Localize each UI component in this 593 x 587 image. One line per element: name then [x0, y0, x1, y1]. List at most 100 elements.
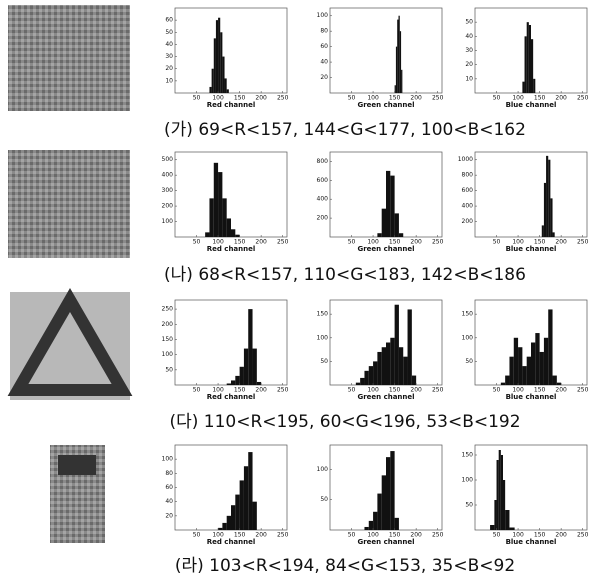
- bar: [218, 17, 221, 93]
- y-tick-label: 40: [165, 41, 173, 48]
- x-tick-label: 200: [555, 387, 567, 394]
- y-tick-label: 20: [465, 61, 473, 68]
- y-tick-label: 400: [462, 203, 474, 210]
- x-tick-label: 150: [534, 239, 546, 246]
- bar: [546, 155, 549, 237]
- bar: [397, 19, 399, 93]
- bar: [528, 25, 531, 93]
- bar: [505, 510, 510, 530]
- bar: [548, 159, 551, 237]
- y-tick-label: 400: [317, 196, 329, 203]
- x-tick-label: 200: [255, 239, 267, 246]
- y-tick-label: 150: [462, 452, 474, 459]
- bar: [381, 347, 386, 385]
- x-tick-label: 50: [348, 532, 356, 539]
- bar: [222, 56, 225, 93]
- y-tick-label: 50: [165, 29, 173, 36]
- y-tick-label: 600: [462, 187, 474, 194]
- y-tick-label: 10: [465, 75, 473, 82]
- bar: [218, 527, 223, 530]
- x-tick-label: 50: [348, 239, 356, 246]
- y-tick-label: 200: [162, 203, 174, 210]
- bar: [403, 356, 408, 385]
- caption: (가) 69<R<157, 144<G<177, 100<B<162: [164, 120, 526, 140]
- x-tick-label: 200: [555, 532, 567, 539]
- bar: [381, 208, 386, 237]
- bar: [394, 517, 399, 530]
- x-tick-label: 50: [348, 387, 356, 394]
- bar: [541, 225, 544, 237]
- bar: [213, 162, 219, 237]
- thumbnail: [8, 5, 130, 111]
- x-tick-label: 100: [212, 387, 224, 394]
- y-tick-label: 30: [165, 53, 173, 60]
- bar: [381, 475, 386, 530]
- bar: [386, 457, 391, 530]
- x-tick-label: 50: [348, 95, 356, 102]
- plot-frame: [329, 7, 443, 94]
- bar: [548, 309, 553, 385]
- x-tick-label: 50: [193, 387, 201, 394]
- y-tick-label: 250: [162, 306, 174, 313]
- caption: (나) 68<R<157, 110<G<183, 142<B<186: [164, 265, 526, 285]
- x-axis-label: Blue channel: [506, 245, 557, 253]
- bar: [235, 234, 240, 237]
- plot-frame: [174, 299, 288, 386]
- y-tick-label: 100: [162, 218, 174, 225]
- bar: [522, 81, 525, 93]
- x-tick-label: 250: [277, 387, 289, 394]
- bar: [231, 380, 236, 385]
- bar: [550, 198, 553, 237]
- bar: [226, 218, 231, 237]
- x-tick-label: 150: [534, 387, 546, 394]
- x-axis-label: Blue channel: [506, 538, 557, 546]
- x-axis-label: Red channel: [207, 101, 256, 109]
- bar: [500, 455, 503, 530]
- y-tick-label: 30: [465, 47, 473, 54]
- x-axis-label: Red channel: [207, 245, 256, 253]
- y-tick-label: 60: [320, 43, 328, 50]
- x-tick-label: 100: [512, 387, 524, 394]
- bar: [360, 377, 365, 385]
- y-tick-label: 200: [462, 218, 474, 225]
- bar: [494, 500, 497, 530]
- x-tick-label: 250: [277, 532, 289, 539]
- x-tick-label: 50: [493, 387, 501, 394]
- x-tick-label: 100: [512, 532, 524, 539]
- x-tick-label: 100: [367, 239, 379, 246]
- bar: [248, 309, 253, 385]
- bar: [252, 501, 257, 530]
- bar: [355, 382, 361, 385]
- x-tick-label: 50: [493, 95, 501, 102]
- bar: [373, 361, 378, 385]
- bar: [373, 511, 378, 530]
- bar: [368, 520, 374, 530]
- y-tick-label: 60: [165, 17, 173, 24]
- x-tick-label: 100: [212, 239, 224, 246]
- y-tick-label: 150: [462, 311, 474, 318]
- x-tick-label: 150: [534, 532, 546, 539]
- plot-frame: [474, 151, 588, 238]
- bar: [364, 370, 369, 385]
- bar: [224, 78, 227, 93]
- bar: [556, 382, 562, 385]
- thumbnail-detail: [58, 455, 96, 475]
- bar: [522, 366, 527, 385]
- bar: [518, 347, 523, 385]
- y-tick-label: 150: [162, 336, 174, 343]
- bar: [220, 32, 223, 93]
- bar: [398, 15, 400, 94]
- plot-frame: [174, 7, 288, 94]
- y-tick-label: 100: [317, 334, 329, 341]
- y-tick-label: 40: [465, 33, 473, 40]
- bar: [377, 233, 382, 237]
- bar: [252, 348, 257, 385]
- y-tick-label: 600: [317, 177, 329, 184]
- bar: [394, 213, 399, 237]
- bar: [498, 450, 501, 530]
- bar: [239, 366, 244, 385]
- bar: [526, 356, 531, 385]
- y-tick-label: 80: [320, 28, 328, 35]
- bar: [377, 351, 382, 385]
